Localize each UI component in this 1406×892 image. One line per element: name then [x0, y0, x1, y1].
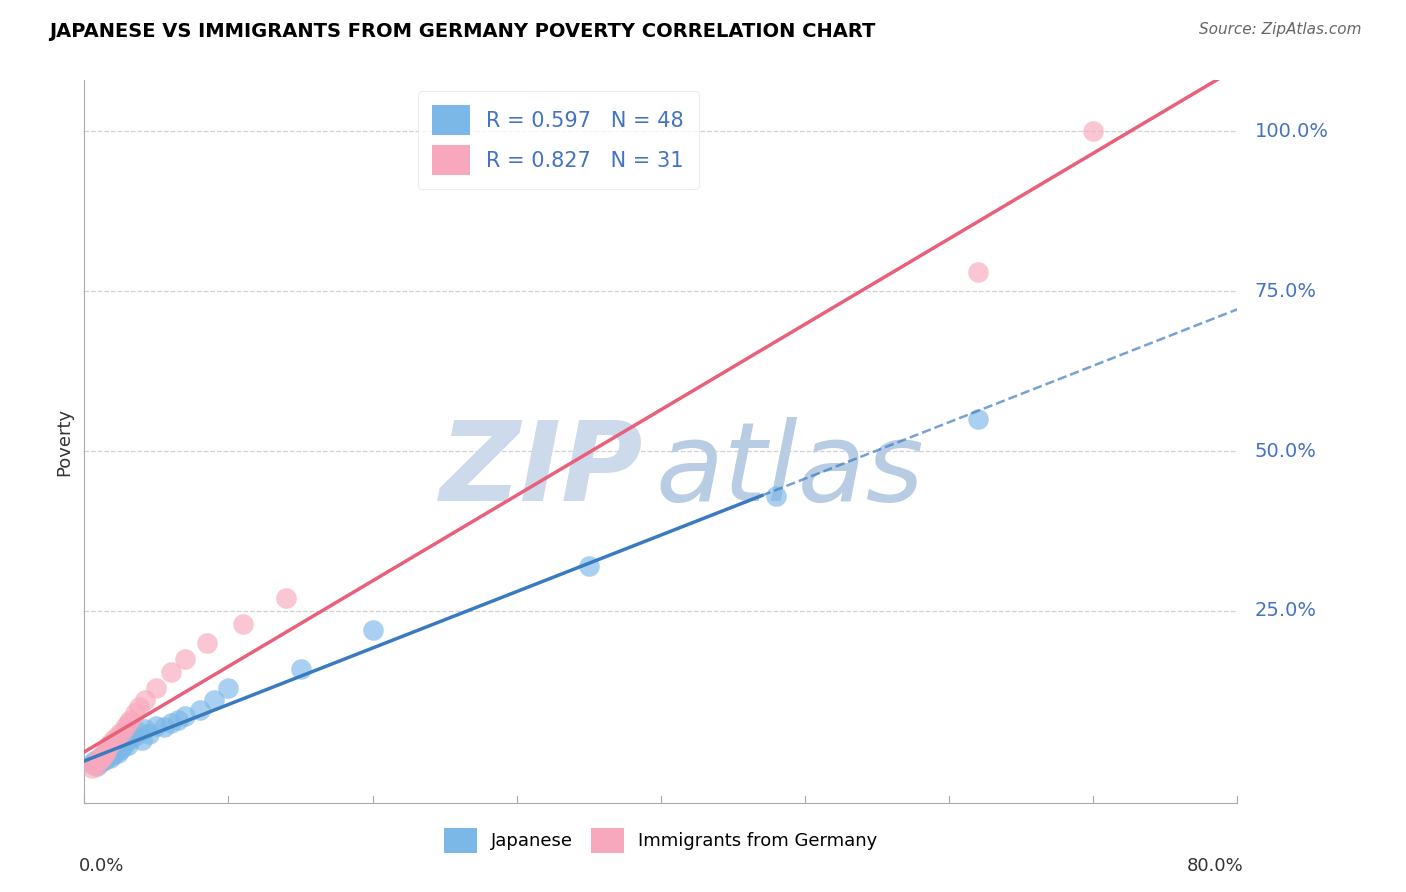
Point	[160, 665, 183, 679]
Point	[96, 741, 118, 756]
Point	[124, 706, 146, 721]
Point	[87, 752, 110, 766]
Point	[188, 703, 211, 717]
Point	[290, 661, 312, 675]
Text: atlas: atlas	[655, 417, 924, 524]
Text: Source: ZipAtlas.com: Source: ZipAtlas.com	[1198, 22, 1361, 37]
Point	[114, 720, 136, 734]
Point	[86, 758, 108, 772]
Point	[218, 681, 240, 695]
Point	[87, 754, 110, 768]
Point	[117, 738, 139, 752]
Point	[87, 756, 110, 771]
Point	[111, 737, 134, 751]
Text: 25.0%: 25.0%	[1254, 601, 1316, 621]
Point	[145, 719, 167, 733]
Point	[84, 758, 107, 772]
Point	[128, 699, 150, 714]
Point	[765, 489, 787, 503]
Text: 75.0%: 75.0%	[1254, 282, 1316, 301]
Point	[128, 725, 150, 739]
Point	[94, 745, 117, 759]
Point	[967, 412, 990, 426]
Point	[107, 746, 129, 760]
Point	[131, 733, 153, 747]
Point	[97, 738, 120, 752]
Point	[145, 681, 167, 695]
Point	[89, 752, 111, 766]
Point	[87, 751, 110, 765]
Point	[578, 559, 600, 574]
Point	[83, 754, 105, 768]
Point	[103, 747, 124, 762]
Point	[98, 751, 121, 765]
Point	[94, 752, 117, 766]
Text: JAPANESE VS IMMIGRANTS FROM GERMANY POVERTY CORRELATION CHART: JAPANESE VS IMMIGRANTS FROM GERMANY POVE…	[49, 22, 876, 41]
Text: 50.0%: 50.0%	[1254, 442, 1316, 460]
Point	[91, 747, 114, 762]
Point	[103, 733, 124, 747]
Point	[91, 749, 114, 764]
Point	[105, 731, 128, 745]
Point	[120, 713, 142, 727]
Text: 80.0%: 80.0%	[1187, 857, 1243, 875]
Point	[97, 746, 120, 760]
Point	[112, 739, 135, 754]
Point	[138, 727, 160, 741]
Point	[105, 741, 128, 756]
Point	[80, 761, 103, 775]
Point	[98, 741, 121, 756]
Point	[134, 723, 156, 737]
Point	[967, 265, 990, 279]
Point	[232, 616, 254, 631]
Point	[93, 746, 115, 760]
Point	[108, 727, 131, 741]
Point	[152, 720, 174, 734]
Point	[167, 713, 190, 727]
Point	[134, 693, 156, 707]
Point	[94, 745, 117, 759]
Point	[1083, 124, 1105, 138]
Point	[84, 757, 107, 772]
Point	[80, 757, 103, 772]
Point	[110, 743, 132, 757]
Point	[90, 747, 112, 762]
Point	[90, 751, 112, 765]
Point	[108, 739, 131, 754]
Point	[104, 745, 127, 759]
Legend: Japanese, Immigrants from Germany: Japanese, Immigrants from Germany	[436, 819, 886, 863]
Point	[93, 749, 115, 764]
Point	[89, 754, 111, 768]
Point	[202, 693, 225, 707]
Point	[91, 754, 114, 768]
Point	[114, 735, 136, 749]
Y-axis label: Poverty: Poverty	[55, 408, 73, 475]
Point	[100, 745, 122, 759]
Point	[103, 738, 124, 752]
Point	[174, 652, 197, 666]
Point	[361, 623, 384, 637]
Text: ZIP: ZIP	[440, 417, 644, 524]
Text: 100.0%: 100.0%	[1254, 122, 1329, 141]
Point	[174, 709, 197, 723]
Point	[124, 729, 146, 743]
Point	[160, 715, 183, 730]
Point	[111, 725, 134, 739]
Point	[117, 715, 139, 730]
Point	[96, 747, 118, 762]
Text: 0.0%: 0.0%	[79, 857, 124, 875]
Point	[120, 731, 142, 746]
Point	[195, 636, 218, 650]
Point	[83, 757, 105, 772]
Point	[98, 737, 121, 751]
Point	[276, 591, 298, 606]
